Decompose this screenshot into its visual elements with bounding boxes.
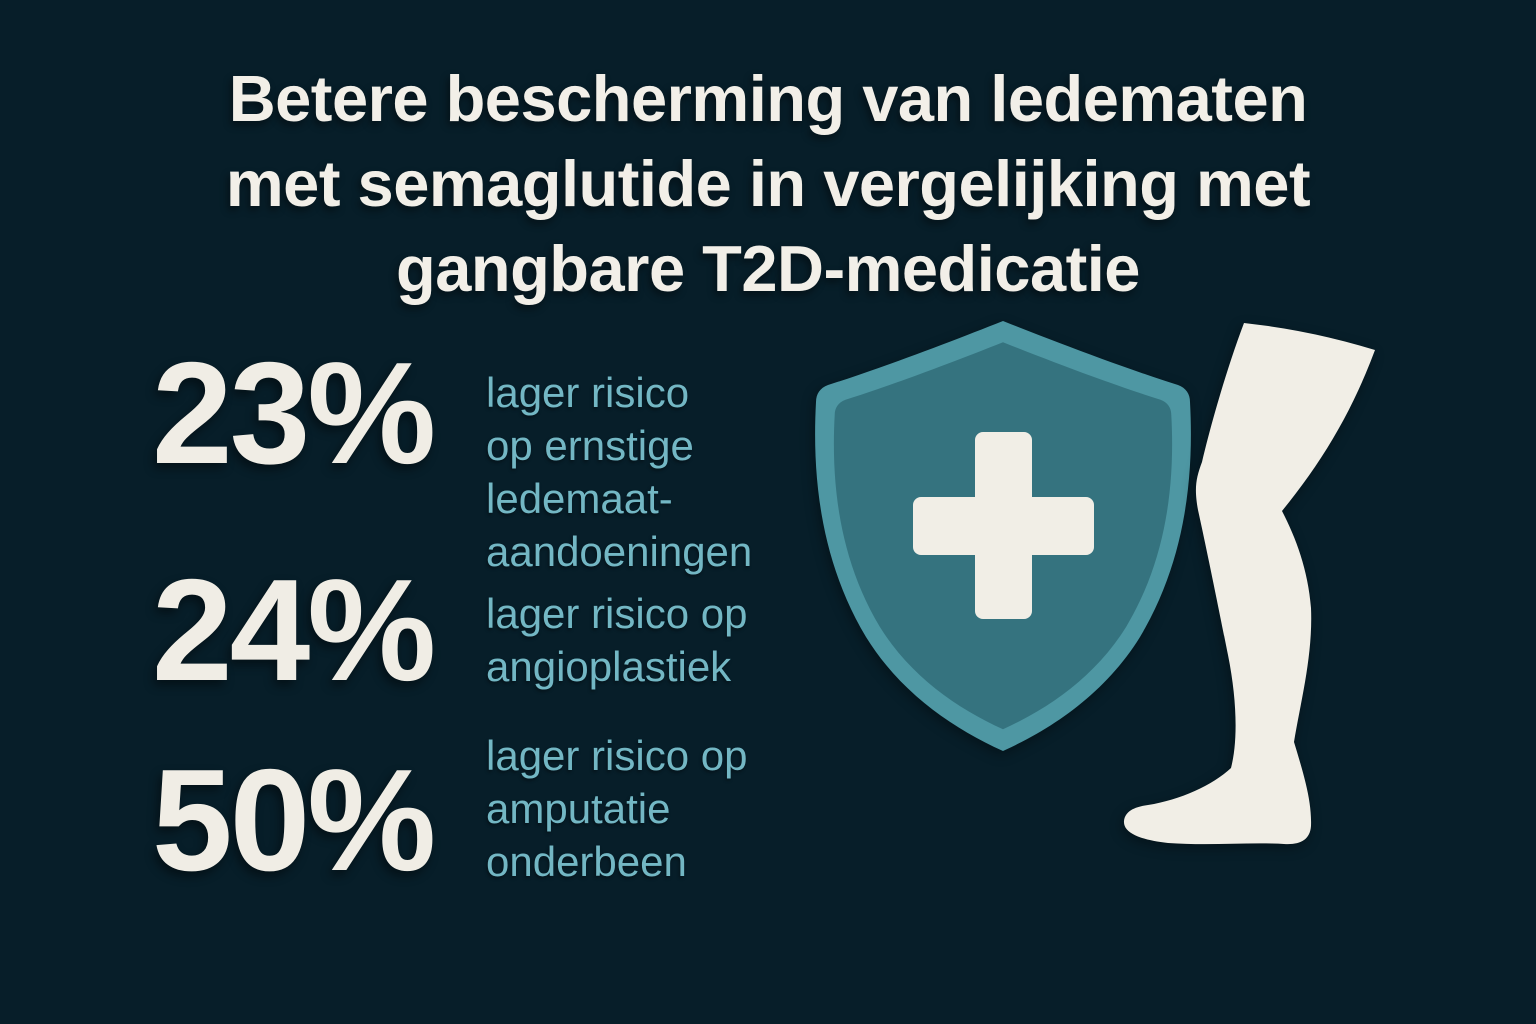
stat-desc-line: ledemaat- — [486, 475, 673, 522]
stat-value-amputation: 50% — [152, 739, 436, 901]
cross-icon — [913, 432, 1094, 619]
stat-desc-amputation: lager risico op amputatie onderbeen — [486, 729, 747, 888]
stat-desc-line: aandoeningen — [486, 528, 753, 575]
stat-desc-line: lager risico — [486, 369, 690, 416]
leg-icon — [1123, 323, 1375, 845]
stat-value-angioplasty: 24% — [152, 549, 436, 711]
stat-desc-line: angioplastiek — [486, 643, 732, 690]
medical-shield-cross-icon — [815, 321, 1191, 751]
page-title: Betere bescherming van ledematen met sem… — [0, 56, 1536, 311]
title-line-1: Betere bescherming van ledematen — [228, 62, 1308, 135]
stat-value-serious-limb: 23% — [152, 332, 436, 494]
stat-desc-line: op ernstige — [486, 422, 694, 469]
stat-desc-line: onderbeen — [486, 838, 687, 885]
stat-desc-line: lager risico op — [486, 590, 748, 637]
title-line-3: gangbare T2D-medicatie — [396, 232, 1140, 305]
stat-desc-line: lager risico op — [486, 732, 748, 779]
stat-desc-angioplasty: lager risico op angioplastiek — [486, 587, 747, 693]
stat-desc-line: amputatie — [486, 785, 671, 832]
title-line-2: met semaglutide in vergelijking met — [225, 147, 1311, 220]
stat-desc-serious-limb: lager risico op ernstige ledemaat- aando… — [486, 366, 752, 578]
